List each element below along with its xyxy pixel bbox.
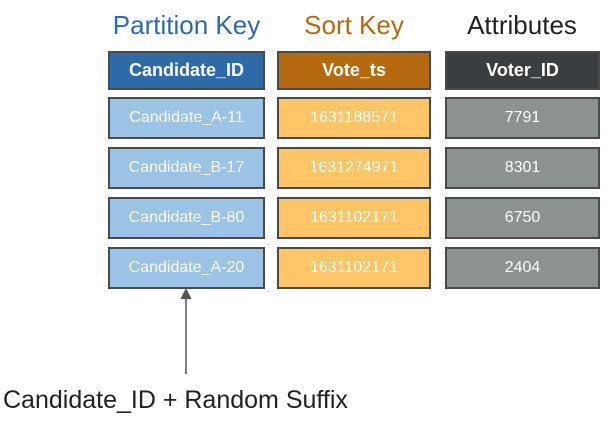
header-candidate-id: Candidate_ID <box>108 51 265 90</box>
cell-vote-ts: 1631274971 <box>277 147 431 189</box>
cell-vote-ts: 1631188571 <box>277 97 431 139</box>
up-arrow-icon <box>180 288 192 374</box>
cell-voter-id: 7791 <box>445 97 600 139</box>
cell-voter-id: 2404 <box>445 247 600 289</box>
cell-vote-ts: 1631102171 <box>277 197 431 239</box>
partition-key-title: Partition Key <box>112 10 261 40</box>
cell-vote-ts: 1631102171 <box>277 247 431 289</box>
cell-voter-id: 8301 <box>445 147 600 189</box>
cell-candidate-id: Candidate_B-17 <box>108 147 265 189</box>
cell-candidate-id: Candidate_B-80 <box>108 197 265 239</box>
annotation-label: Candidate_ID + Random Suffix <box>3 386 348 414</box>
header-vote-ts: Vote_ts <box>277 51 431 90</box>
sort-key-title: Sort Key <box>304 10 404 40</box>
cell-voter-id: 6750 <box>445 197 600 239</box>
header-voter-id: Voter_ID <box>445 51 600 90</box>
attributes-title: Attributes <box>467 10 577 40</box>
cell-candidate-id: Candidate_A-20 <box>108 247 265 289</box>
cell-candidate-id: Candidate_A-11 <box>108 97 265 139</box>
